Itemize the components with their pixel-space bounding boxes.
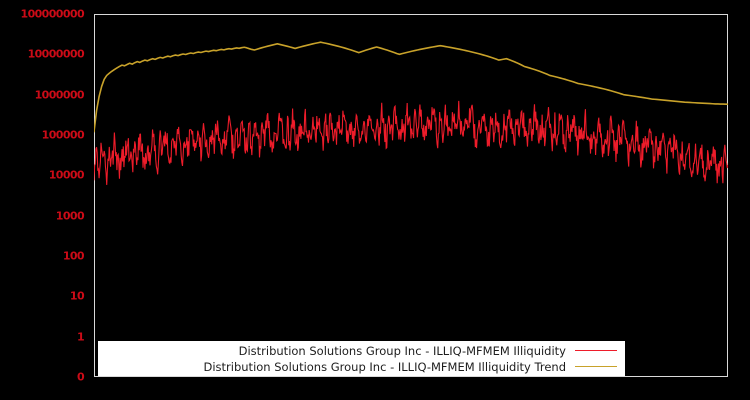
y-tick-label-100000000: 100000000 — [20, 7, 85, 21]
legend-swatch-illiquidity-trend — [575, 366, 617, 367]
y-tick-label-100: 100 — [62, 249, 85, 263]
series-line-illiquidity — [94, 101, 728, 185]
legend-swatch-illiquidity — [575, 350, 617, 351]
legend-entry-illiquidity: Distribution Solutions Group Inc - ILLIQ… — [98, 343, 625, 359]
legend-label-illiquidity-trend: Distribution Solutions Group Inc - ILLIQ… — [203, 359, 567, 374]
series-canvas — [94, 14, 728, 377]
y-tick-label-1000: 1000 — [55, 209, 85, 223]
y-axis-tick-labels: 0 1 10 100 1000 10000 100000 1000000 10000000 100… — [0, 0, 94, 400]
y-tick-label-1: 1 — [76, 330, 85, 344]
legend-entry-illiquidity-trend: Distribution Solutions Group Inc - ILLIQ… — [98, 359, 625, 375]
plot-area-frame — [94, 14, 728, 377]
y-tick-label-1000000: 1000000 — [34, 88, 85, 102]
legend-label-illiquidity: Distribution Solutions Group Inc - ILLIQ… — [238, 343, 566, 358]
y-tick-label-0: 0 — [76, 370, 85, 384]
y-tick-label-100000: 100000 — [41, 128, 85, 142]
y-tick-label-10: 10 — [69, 289, 85, 303]
y-tick-label-10000: 10000 — [48, 168, 85, 182]
chart-legend: Distribution Solutions Group Inc - ILLIQ… — [98, 341, 625, 376]
y-tick-label-10000000: 10000000 — [27, 47, 85, 61]
series-line-illiquidity-trend — [94, 42, 728, 132]
